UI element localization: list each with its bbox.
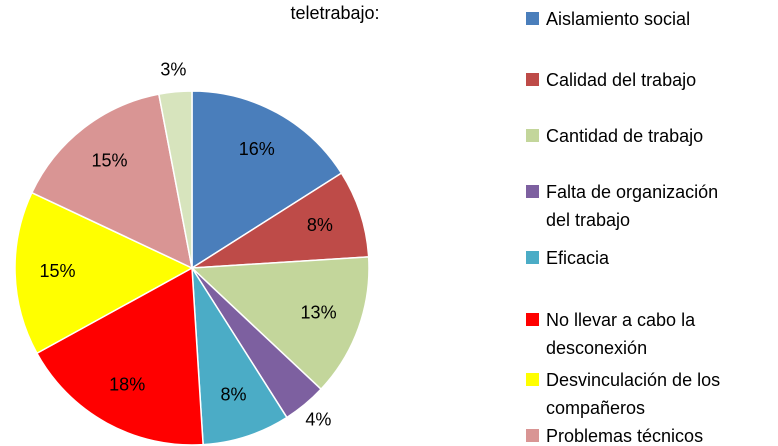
- data-label: 8%: [307, 215, 333, 235]
- data-label: 4%: [305, 409, 331, 429]
- legend-item: Falta de organización del trabajo: [526, 178, 746, 234]
- data-label: 3%: [160, 59, 186, 79]
- legend-swatch: [526, 313, 539, 326]
- legend-swatch: [526, 12, 539, 25]
- pie-slice: [191, 90, 343, 270]
- legend-label: Eficacia: [546, 248, 610, 268]
- legend-label: No llevar a cabo la desconexión: [546, 310, 696, 358]
- legend-item: Cantidad de trabajo: [526, 122, 746, 150]
- legend-swatch: [526, 129, 539, 142]
- legend-item: Desvinculación de los compañeros: [526, 366, 746, 422]
- legend-label: Falta de organización del trabajo: [546, 182, 719, 230]
- data-label: 18%: [109, 375, 145, 395]
- legend-swatch: [526, 73, 539, 86]
- legend-item: No llevar a cabo la desconexión: [526, 306, 746, 362]
- data-label: 15%: [40, 261, 76, 281]
- legend-swatch: [526, 429, 539, 442]
- pie-slice: [35, 266, 204, 446]
- legend-swatch: [526, 185, 539, 198]
- pie-slice: [157, 90, 193, 269]
- legend-label: Aislamiento social: [546, 9, 691, 29]
- legend-label: Calidad del trabajo: [546, 70, 697, 90]
- data-label: 13%: [301, 302, 337, 322]
- data-label: 8%: [221, 385, 247, 405]
- pie-slice: [191, 267, 288, 446]
- legend-label: Cantidad de trabajo: [546, 126, 704, 146]
- legend-item: Calidad del trabajo: [526, 66, 746, 94]
- legend-swatch: [526, 373, 539, 386]
- legend-item: Problemas técnicos: [526, 422, 746, 446]
- legend-item: Aislamiento social: [526, 5, 746, 33]
- legend-label: Desvinculación de los compañeros: [546, 370, 721, 418]
- chart-title: teletrabajo:: [290, 3, 379, 23]
- legend-item: Eficacia: [526, 244, 746, 272]
- data-label: 16%: [239, 139, 275, 159]
- legend-label: Problemas técnicos: [546, 426, 704, 446]
- pie-slice: [14, 191, 194, 355]
- legend-swatch: [526, 251, 539, 264]
- pie-slice: [191, 172, 370, 269]
- pie-slice: [30, 93, 194, 270]
- data-label: 15%: [92, 150, 128, 170]
- pie-slice: [190, 256, 370, 391]
